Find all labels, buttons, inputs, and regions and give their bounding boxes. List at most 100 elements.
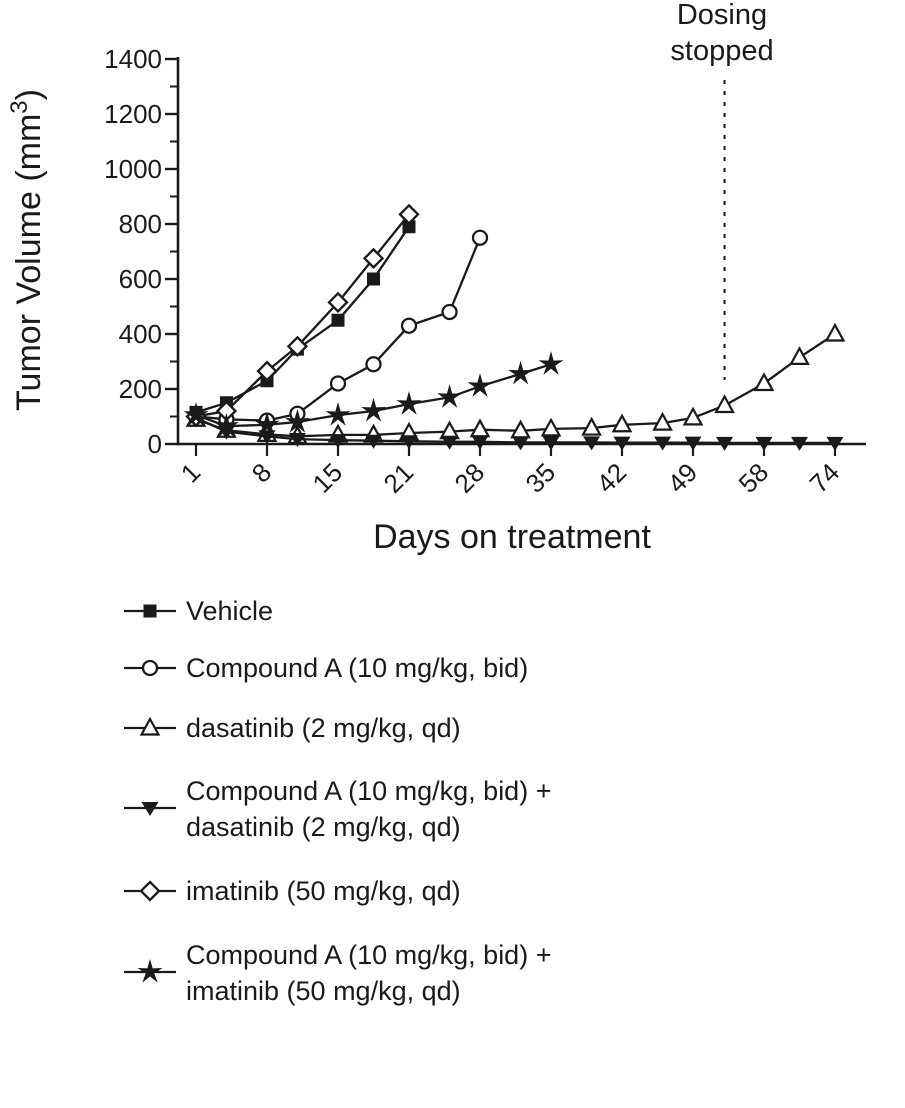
- legend-label: imatinib (50 mg/kg, qd): [186, 976, 461, 1006]
- marker-triangle-down-filled: [583, 436, 601, 451]
- series-line: [195, 237, 482, 422]
- marker-star-filled: [325, 402, 351, 426]
- y-axis: 0 200 400 600 800 1000 1200 1400: [104, 44, 180, 459]
- y-tick-label: 1000: [104, 154, 162, 184]
- marker-triangle-down-filled: [400, 435, 418, 450]
- marker-square-filled: [367, 272, 380, 286]
- y-tick-label: 200: [119, 374, 162, 404]
- marker-circle-open: [141, 659, 159, 677]
- marker-star-filled: [467, 373, 493, 397]
- legend-label: imatinib (50 mg/kg, qd): [186, 876, 461, 906]
- marker-diamond-open: [327, 291, 349, 314]
- legend-item: imatinib (50 mg/kg, qd): [124, 876, 461, 906]
- x-axis-title: Days on treatment: [373, 518, 651, 556]
- marker-diamond-open: [286, 335, 309, 358]
- x-tick-label: 49: [662, 457, 704, 499]
- series-line: [195, 213, 410, 418]
- marker-triangle-down-filled: [441, 435, 459, 450]
- legend-label: dasatinib (2 mg/kg, qd): [186, 713, 461, 743]
- marker-triangle-down-filled: [542, 436, 560, 451]
- marker-triangle-up-open: [682, 406, 704, 426]
- marker-triangle-down-filled: [329, 434, 347, 449]
- marker-circle-open: [365, 356, 382, 373]
- x-tick-label: 35: [520, 457, 562, 499]
- marker-star-filled: [437, 384, 463, 408]
- legend-item: dasatinib (2 mg/kg, qd): [124, 713, 461, 743]
- legend-item: Compound A (10 mg/kg, bid) + dasatinib (2…: [124, 776, 551, 842]
- legend-item: Vehicle: [124, 596, 273, 626]
- marker-star-filled: [538, 351, 564, 375]
- series-4: [187, 411, 844, 451]
- marker-square-filled: [143, 604, 157, 618]
- x-tick-label: 58: [733, 457, 775, 499]
- marker-star-filled: [361, 397, 386, 422]
- marker-triangle-down-filled: [288, 433, 306, 448]
- x-tick-label: 1: [175, 457, 206, 488]
- marker-diamond-open: [256, 360, 278, 382]
- x-tick-label: 74: [804, 457, 846, 499]
- series-3: [185, 322, 846, 444]
- marker-triangle-down-filled: [512, 436, 530, 451]
- series-6: [183, 351, 564, 437]
- x-tick-label: 28: [449, 457, 491, 499]
- marker-diamond-open: [362, 247, 385, 270]
- marker-triangle-up-open: [789, 346, 810, 365]
- marker-star-filled: [508, 360, 534, 385]
- marker-triangle-down-filled: [791, 436, 808, 451]
- marker-triangle-up-open: [824, 322, 846, 342]
- annotation-dosing-stopped-line2: stopped: [670, 35, 773, 67]
- y-tick-label: 1200: [104, 99, 162, 129]
- y-axis-title: Tumor Volume (mm3): [6, 89, 48, 411]
- annotation-dosing-stopped-line1: Dosing: [677, 0, 767, 31]
- marker-star-filled: [254, 411, 280, 436]
- plot-series: [183, 203, 846, 451]
- marker-triangle-down-filled: [684, 436, 702, 451]
- marker-triangle-down-filled: [258, 430, 276, 445]
- series-line: [195, 363, 552, 428]
- legend-item: Compound A (10 mg/kg, bid): [124, 653, 528, 683]
- marker-triangle-down-filled: [654, 436, 672, 451]
- marker-triangle-up-open: [611, 413, 633, 433]
- marker-star-filled: [183, 402, 209, 426]
- marker-triangle-down-filled: [716, 436, 734, 451]
- x-tick-label: 21: [378, 457, 420, 499]
- y-tick-label: 1400: [104, 44, 162, 74]
- series-5: [185, 203, 420, 428]
- marker-diamond-open: [139, 880, 161, 902]
- marker-star-filled: [396, 391, 422, 415]
- legend-label: Compound A (10 mg/kg, bid) +: [186, 776, 551, 806]
- y-tick-label: 400: [119, 319, 162, 349]
- marker-circle-open: [329, 375, 347, 392]
- legend-label: Vehicle: [186, 596, 273, 626]
- marker-triangle-down-filled: [141, 802, 159, 816]
- marker-circle-open: [471, 229, 489, 246]
- marker-triangle-down-filled: [471, 435, 489, 450]
- marker-star-filled: [137, 958, 163, 983]
- marker-triangle-down-filled: [613, 436, 631, 451]
- marker-star-filled: [284, 408, 310, 433]
- x-tick-label: 8: [246, 457, 277, 488]
- marker-triangle-up-open: [540, 417, 562, 437]
- marker-star-filled: [213, 413, 239, 437]
- x-axis: 1 8 15 21 28 35 42 49 58 74: [175, 442, 866, 499]
- legend: Vehicle Compound A (10 mg/kg, bid) dasatin…: [124, 596, 551, 1006]
- marker-triangle-up-open: [469, 418, 491, 438]
- marker-circle-open: [400, 317, 418, 334]
- marker-triangle-down-filled: [826, 436, 844, 451]
- legend-label: Compound A (10 mg/kg, bid) +: [186, 940, 551, 970]
- y-tick-label: 600: [119, 264, 162, 294]
- marker-triangle-up-open: [581, 416, 602, 436]
- marker-square-filled: [402, 220, 416, 234]
- marker-triangle-up-open: [714, 394, 735, 414]
- marker-circle-open: [441, 303, 458, 321]
- legend-item: Compound A (10 mg/kg, bid) + imatinib (50…: [124, 940, 551, 1006]
- marker-triangle-up-open: [652, 411, 673, 431]
- y-tick-label: 0: [148, 429, 162, 459]
- marker-triangle-up-open: [753, 372, 775, 392]
- legend-label: dasatinib (2 mg/kg, qd): [186, 812, 461, 842]
- marker-triangle-down-filled: [755, 436, 773, 451]
- x-tick-label: 42: [591, 457, 633, 499]
- legend-label: Compound A (10 mg/kg, bid): [186, 653, 528, 683]
